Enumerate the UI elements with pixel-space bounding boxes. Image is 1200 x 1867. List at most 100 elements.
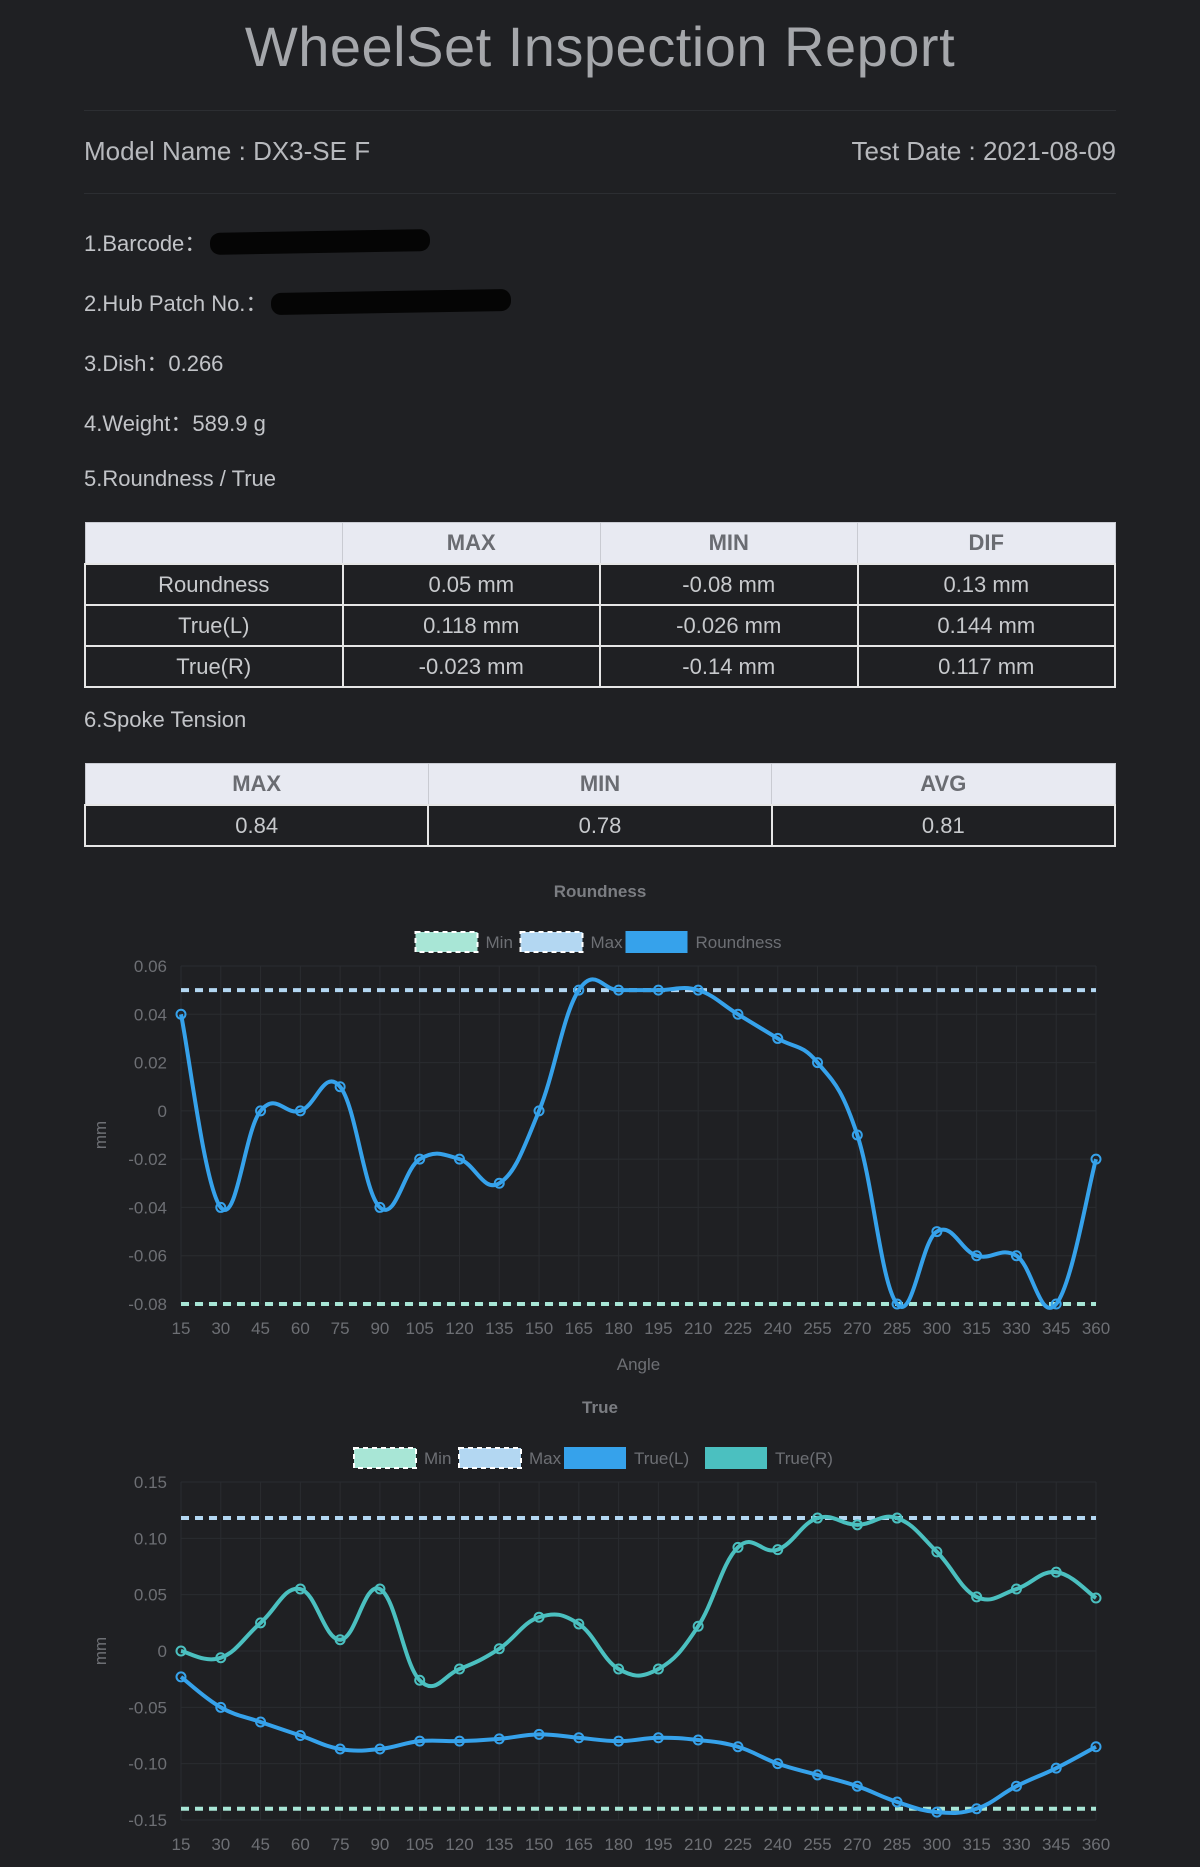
x-tick-label: 300 bbox=[923, 1835, 951, 1854]
roundness-point bbox=[294, 1105, 306, 1117]
table-cell: 0.81 bbox=[770, 804, 1117, 847]
x-tick-label: 120 bbox=[445, 1319, 473, 1338]
x-axis-title: Angle bbox=[617, 1355, 660, 1374]
x-tick-label: 15 bbox=[172, 1835, 191, 1854]
roundness-point bbox=[453, 1153, 465, 1165]
true-l-point bbox=[772, 1758, 784, 1770]
true-r-point bbox=[1010, 1583, 1022, 1595]
roundness-chart: Min Max Roundness 0.06 0.04 0.02 0 -0.02 -0.04 -0… bbox=[91, 931, 1110, 1374]
y-tick-label: 0.06 bbox=[134, 957, 167, 976]
table-cell: -0.023 mm bbox=[341, 645, 601, 688]
roundness-point bbox=[732, 1008, 744, 1020]
x-tick-label: 345 bbox=[1042, 1319, 1070, 1338]
true-l-point bbox=[1050, 1762, 1062, 1774]
barcode-label: 1.Barcode： bbox=[84, 231, 207, 256]
x-tick-label: 360 bbox=[1082, 1319, 1110, 1338]
true-r-point bbox=[573, 1618, 585, 1630]
x-tick-label: 195 bbox=[644, 1835, 672, 1854]
x-tick-label: 45 bbox=[251, 1319, 270, 1338]
table-header: MIN bbox=[427, 763, 773, 806]
x-tick-label: 105 bbox=[406, 1319, 434, 1338]
x-tick-label: 315 bbox=[962, 1319, 990, 1338]
x-tick-label: 225 bbox=[724, 1835, 752, 1854]
x-tick-label: 30 bbox=[211, 1835, 230, 1854]
table-row: Roundness 0.05 mm -0.08 mm 0.13 mm bbox=[84, 563, 1116, 606]
divider bbox=[84, 110, 1116, 111]
x-tick-label: 300 bbox=[923, 1319, 951, 1338]
roundness-point bbox=[851, 1129, 863, 1141]
legend-label: Roundness bbox=[696, 933, 782, 952]
true-l-point bbox=[1090, 1741, 1102, 1753]
y-tick-label: -0.04 bbox=[128, 1198, 167, 1217]
y-tick-label: -0.08 bbox=[128, 1295, 167, 1314]
barcode-redaction bbox=[210, 229, 431, 255]
roundness-point bbox=[772, 1032, 784, 1044]
true-l-point bbox=[732, 1741, 744, 1753]
roundness-point bbox=[414, 1153, 426, 1165]
x-tick-label: 285 bbox=[883, 1835, 911, 1854]
x-tick-label: 225 bbox=[724, 1319, 752, 1338]
table-header: MAX bbox=[342, 522, 601, 565]
roundness-point bbox=[1050, 1298, 1062, 1310]
true-l-point bbox=[891, 1796, 903, 1808]
roundness-point bbox=[891, 1298, 903, 1310]
roundness-point bbox=[175, 1008, 187, 1020]
x-tick-label: 360 bbox=[1082, 1835, 1110, 1854]
true-l-point bbox=[971, 1803, 983, 1815]
dish-item: 3.Dish：0.266 bbox=[84, 351, 224, 376]
x-tick-label: 240 bbox=[764, 1835, 792, 1854]
y-axis-title: mm bbox=[91, 1121, 110, 1149]
x-tick-label: 135 bbox=[485, 1835, 513, 1854]
x-tick-label: 195 bbox=[644, 1319, 672, 1338]
true-l-point bbox=[812, 1769, 824, 1781]
x-tick-label: 150 bbox=[525, 1319, 553, 1338]
roundness-point bbox=[493, 1177, 505, 1189]
x-tick-label: 45 bbox=[251, 1835, 270, 1854]
table-cell: 0.117 mm bbox=[856, 645, 1116, 688]
table-header: MAX bbox=[84, 763, 429, 806]
legend-swatch bbox=[564, 1447, 626, 1469]
x-tick-label: 75 bbox=[331, 1319, 350, 1338]
roundness-point bbox=[334, 1081, 346, 1093]
y-axis-title: mm bbox=[91, 1637, 110, 1665]
y-tick-label: 0.15 bbox=[134, 1473, 167, 1492]
true-chart: Min Max True(L) True(R) 0.15 0.10 0.05 0 -0.05 -0… bbox=[91, 1447, 1110, 1854]
true-l-point bbox=[255, 1716, 267, 1728]
x-tick-label: 150 bbox=[525, 1835, 553, 1854]
hub-patch-redaction bbox=[271, 288, 512, 316]
true-r-point bbox=[533, 1611, 545, 1623]
x-tick-label: 270 bbox=[843, 1319, 871, 1338]
table-header: DIF bbox=[857, 522, 1116, 565]
roundness-point bbox=[1010, 1250, 1022, 1262]
legend-label: Min bbox=[486, 933, 513, 952]
true-l-point bbox=[453, 1735, 465, 1747]
true-l-point bbox=[692, 1734, 704, 1746]
legend-label: Max bbox=[529, 1449, 562, 1468]
y-tick-label: 0.02 bbox=[134, 1054, 167, 1073]
true-l-point bbox=[334, 1743, 346, 1755]
x-tick-label: 90 bbox=[370, 1319, 389, 1338]
spoke-tension-heading: 6.Spoke Tension bbox=[84, 707, 247, 732]
x-tick-label: 255 bbox=[803, 1835, 831, 1854]
table-cell: 0.05 mm bbox=[341, 563, 601, 606]
roundness-point bbox=[931, 1226, 943, 1238]
true-l-point bbox=[573, 1732, 585, 1744]
x-tick-label: 210 bbox=[684, 1835, 712, 1854]
legend-swatch bbox=[414, 931, 479, 953]
true-r-point bbox=[851, 1519, 863, 1531]
x-tick-label: 240 bbox=[764, 1319, 792, 1338]
true-r-point bbox=[493, 1643, 505, 1655]
true-r-point bbox=[374, 1583, 386, 1595]
table-header bbox=[84, 522, 343, 565]
legend-label: True(R) bbox=[775, 1449, 833, 1468]
roundness-true-table: MAX MIN DIF Roundness 0.05 mm -0.08 mm 0… bbox=[84, 522, 1116, 688]
true-r-point bbox=[1050, 1566, 1062, 1578]
roundness-point bbox=[533, 1105, 545, 1117]
y-tick-label: -0.05 bbox=[128, 1698, 167, 1717]
y-tick-label: 0.10 bbox=[134, 1529, 167, 1548]
x-tick-label: 60 bbox=[291, 1835, 310, 1854]
x-tick-label: 210 bbox=[684, 1319, 712, 1338]
y-tick-label: -0.10 bbox=[128, 1755, 167, 1774]
true-l-point bbox=[533, 1728, 545, 1740]
true-chart-title: True bbox=[582, 1398, 618, 1417]
